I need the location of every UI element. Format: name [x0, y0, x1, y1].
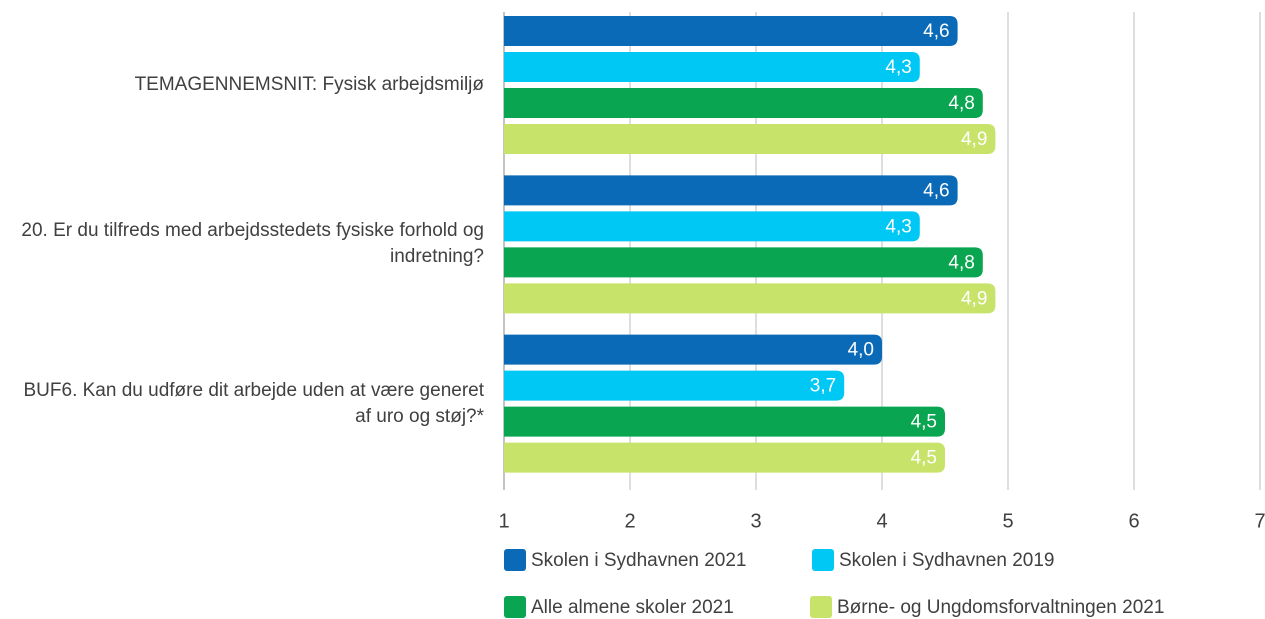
- value-label: 4,6: [923, 180, 949, 201]
- legend-label: Skolen i Sydhavnen 2021: [531, 550, 747, 571]
- x-tick-label: 2: [624, 510, 635, 532]
- legend-label: Børne- og Ungdomsforvaltningen 2021: [837, 597, 1164, 618]
- x-tick-label: 7: [1254, 510, 1265, 532]
- value-label: 4,6: [923, 21, 949, 42]
- legend-swatch: [504, 549, 526, 571]
- value-label: 3,7: [810, 376, 836, 397]
- x-tick-label: 3: [750, 510, 761, 532]
- legend-swatch: [504, 596, 526, 618]
- value-label: 4,3: [885, 216, 911, 237]
- legend-label: Skolen i Sydhavnen 2019: [839, 550, 1055, 571]
- value-label: 4,8: [948, 93, 974, 114]
- bar: [504, 334, 882, 365]
- x-tick-label: 6: [1128, 510, 1139, 532]
- legend-swatch: [810, 596, 832, 618]
- category-label: BUF6. Kan du udføre dit arbejde uden at …: [23, 379, 485, 427]
- bar: [504, 442, 945, 473]
- bar: [504, 211, 920, 242]
- bar: [504, 124, 996, 154]
- bar: [504, 283, 996, 314]
- bar: [504, 88, 983, 118]
- value-label: 4,8: [948, 252, 974, 273]
- value-label: 4,9: [961, 288, 987, 309]
- legend-swatch: [812, 549, 834, 571]
- value-label: 4,0: [848, 340, 874, 361]
- value-label: 4,3: [885, 57, 911, 78]
- bar: [504, 370, 845, 401]
- bar: [504, 16, 958, 46]
- category-label: TEMAGENNEMSNIT: Fysisk arbejdsmiljø: [134, 74, 484, 95]
- x-tick-label: 1: [498, 510, 509, 532]
- bar: [504, 175, 958, 206]
- bar: [504, 406, 945, 437]
- category-label: 20. Er du tilfreds med arbejdsstedets fy…: [21, 220, 484, 268]
- bar: [504, 52, 920, 82]
- value-label: 4,9: [961, 129, 987, 150]
- bar: [504, 247, 983, 278]
- x-tick-label: 5: [1002, 510, 1013, 532]
- value-label: 4,5: [911, 412, 937, 433]
- value-label: 4,5: [911, 448, 937, 469]
- legend-label: Alle almene skoler 2021: [531, 597, 734, 618]
- x-tick-label: 4: [876, 510, 887, 532]
